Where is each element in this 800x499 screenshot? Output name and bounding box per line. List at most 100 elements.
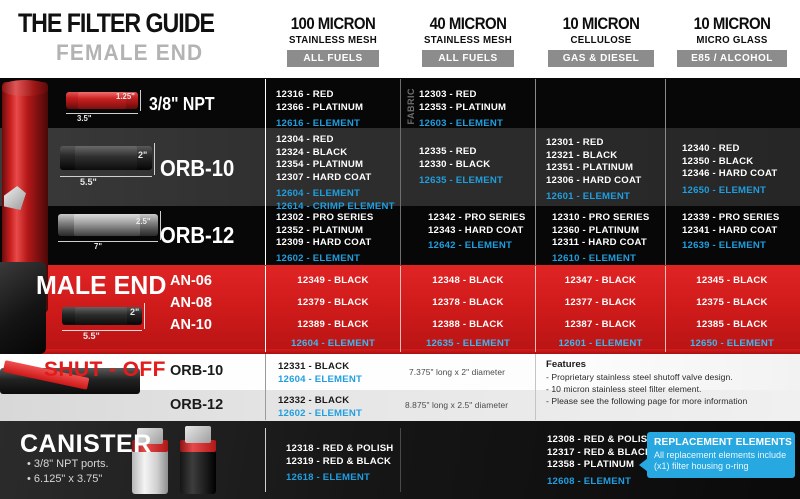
row-label-orb12: ORB-12 (160, 222, 235, 248)
part-number: 12351 - PLATINUM (546, 162, 634, 174)
part-number: 12331 - BLACK (278, 361, 350, 372)
cell-shutoff-orb12-part: 12332 - BLACK 12602 - ELEMENT (278, 395, 362, 420)
canister-polish-bracket (137, 428, 163, 444)
part-number: 12353 - PLATINUM (419, 101, 507, 113)
part-number: 12350 - BLACK (682, 155, 754, 167)
row-label-an08: AN-08 (170, 295, 212, 311)
part-number: 12345 - BLACK (696, 275, 768, 286)
part-number: 12340 - RED (682, 143, 740, 154)
part-number: 12310 - PRO SERIES (552, 212, 650, 223)
features-title: Features (546, 359, 586, 370)
row-label-an06: AN-06 (170, 273, 212, 289)
dimension-line-orb12-length (58, 241, 158, 242)
cell-npt-100micron: 12316 - RED 12366 - PLATINUM 12616 - ELE… (276, 89, 363, 131)
cell-orb12-40micron: 12342 - PRO SERIES 12343 - HARD COAT 126… (428, 212, 525, 253)
dimension-male-diameter: 2" (130, 307, 140, 317)
row-label-an10: AN-10 (170, 317, 212, 333)
column-divider-male-2 (400, 266, 402, 352)
part-number: 12307 - HARD COAT (276, 171, 372, 183)
column-header-100-micron: 100 MICRON STAINLESS MESH ALL FUELS (266, 14, 400, 67)
replacement-body: All replacement elements include (x1) fi… (654, 450, 787, 471)
column-divider-shutoff-2 (535, 354, 537, 420)
product-photo-orb12-filter (58, 214, 158, 236)
cell-element-10micron-cellulose: 12601 - ELEMENT (536, 338, 665, 351)
part-number: 12311 - HARD COAT (552, 237, 647, 249)
part-number: 12379 - BLACK (297, 297, 369, 308)
part-number: 12321 - BLACK (546, 149, 618, 161)
column-divider-canister-2 (400, 428, 402, 492)
part-number: 12366 - PLATINUM (276, 101, 364, 113)
column-divider-3 (535, 79, 537, 265)
column-divider-male-3 (535, 266, 537, 352)
canister-bracket-graphic (4, 186, 26, 210)
cell-an08-40micron: 12378 - BLACK (401, 297, 535, 310)
cell-element-100micron: 12604 - ELEMENT (266, 338, 400, 351)
dimension-line-orb10-diameter (154, 143, 155, 175)
dimension-line-male-length (62, 330, 142, 331)
cell-an06-10micron-cellulose: 12347 - BLACK (536, 275, 665, 288)
dimension-line-male-diameter (144, 303, 145, 329)
part-number: 12352 - PLATINUM (276, 224, 364, 236)
cell-canister-10micron-cellulose: 12308 - RED & POLISH 12317 - RED & BLACK… (547, 434, 654, 488)
element-number: 12650 - ELEMENT (689, 338, 775, 349)
replacement-elements-callout: REPLACEMENT ELEMENTS All replacement ele… (639, 432, 795, 478)
part-number: 12375 - BLACK (696, 297, 768, 308)
cell-an06-10micron-microglass: 12345 - BLACK (666, 275, 798, 288)
column-material: STAINLESS MESH (289, 34, 377, 46)
part-number: 12388 - BLACK (432, 319, 504, 330)
dimension-orb10-diameter: 2" (138, 150, 148, 160)
cell-orb10-10micron-microglass: 12340 - RED 12350 - BLACK 12346 - HARD C… (682, 143, 777, 197)
cell-an06-100micron: 12349 - BLACK (266, 275, 400, 288)
section-label-male-end: MALE END (36, 270, 167, 300)
row-label-orb10: ORB-10 (160, 155, 235, 181)
dimension-shutoff-orb12: 8.875" long x 2.5" diameter (405, 400, 509, 410)
part-number: 12347 - BLACK (564, 275, 637, 286)
column-fuel-chip: E85 / ALCOHOL (677, 50, 787, 67)
part-number: 12348 - BLACK (432, 275, 504, 286)
column-header-40-micron: 40 MICRON STAINLESS MESH ALL FUELS (401, 14, 535, 67)
cell-an08-100micron: 12379 - BLACK (266, 297, 400, 310)
part-number: 12324 - BLACK (276, 146, 348, 158)
replacement-title: REPLACEMENT ELEMENTS (654, 437, 792, 448)
part-number: 12335 - RED (419, 146, 477, 157)
element-number: 12608 - ELEMENT (547, 475, 632, 487)
fabric-label: FABRIC (406, 88, 416, 125)
column-divider-2 (400, 79, 402, 265)
dimension-male-length: 5.5" (83, 331, 100, 341)
element-number: 12602 - ELEMENT (276, 252, 361, 264)
dimension-orb10-length: 5.5" (80, 177, 97, 187)
element-number: 12604 - ELEMENT (276, 188, 361, 200)
element-number: 12635 - ELEMENT (419, 175, 504, 187)
product-photo-canister-polish (132, 448, 168, 494)
element-number: 12639 - ELEMENT (682, 240, 767, 252)
part-number: 12378 - BLACK (432, 297, 504, 308)
feature-item: - Proprietary stainless steel shutoff va… (546, 372, 733, 382)
row-band-shutoff-orb12 (0, 390, 800, 421)
column-fuel-chip: ALL FUELS (287, 50, 379, 67)
element-number: 12616 - ELEMENT (276, 118, 361, 130)
cell-an10-100micron: 12389 - BLACK (266, 319, 400, 332)
part-number: 12346 - HARD COAT (682, 168, 778, 180)
column-header-10-micron-cellulose: 10 MICRON CELLULOSE GAS & DIESEL (536, 14, 666, 67)
element-number: 12603 - ELEMENT (419, 118, 504, 130)
cell-orb10-40micron: 12335 - RED 12330 - BLACK 12635 - ELEMEN… (419, 146, 529, 188)
part-number: 12318 - RED & POLISH (286, 443, 394, 454)
column-micron: 10 MICRON (562, 14, 640, 33)
part-number: 12385 - BLACK (696, 319, 768, 330)
column-micron: 40 MICRON (429, 14, 507, 33)
part-number: 12317 - RED & BLACK (547, 446, 653, 458)
part-number: 12387 - BLACK (564, 319, 637, 330)
element-number: 12635 - ELEMENT (425, 338, 511, 349)
element-number: 12614 - CRIMP ELEMENT (276, 200, 395, 212)
dimension-npt-length: 3.5" (77, 114, 92, 123)
npt-filter-center (78, 92, 126, 109)
orb10-filter-center (75, 146, 137, 170)
part-number: 12389 - BLACK (297, 319, 369, 330)
part-number: 12341 - HARD COAT (682, 224, 778, 236)
section-label-shut-off: SHUT - OFF (44, 358, 166, 381)
orb12-filter-center (74, 214, 140, 236)
part-number: 12358 - PLATINUM (547, 459, 635, 471)
cell-orb12-100micron: 12302 - PRO SERIES 12352 - PLATINUM 1230… (276, 212, 373, 265)
dimension-npt-diameter: 1.25" (116, 92, 135, 101)
